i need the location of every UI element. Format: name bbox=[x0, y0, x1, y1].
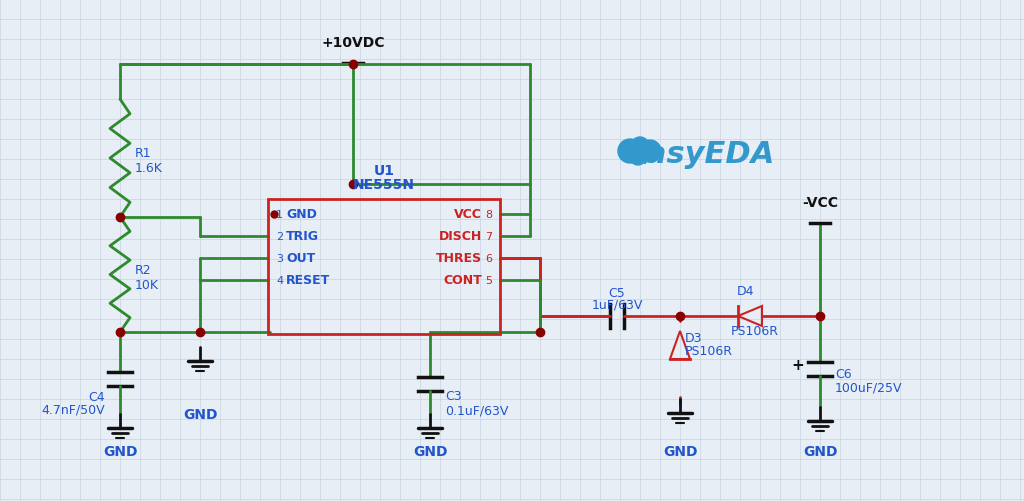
Text: +10VDC: +10VDC bbox=[322, 36, 385, 50]
Text: +: + bbox=[792, 358, 805, 373]
Text: 7: 7 bbox=[485, 231, 492, 241]
Text: GND: GND bbox=[663, 444, 697, 458]
Text: C5: C5 bbox=[608, 287, 626, 300]
Text: 4.7nF/50V: 4.7nF/50V bbox=[41, 403, 105, 416]
Circle shape bbox=[631, 138, 649, 156]
Text: GND: GND bbox=[803, 444, 838, 458]
Bar bbox=[268, 199, 500, 334]
Text: D3: D3 bbox=[685, 331, 702, 344]
Text: GND: GND bbox=[102, 444, 137, 458]
Circle shape bbox=[618, 140, 642, 164]
Text: EasyEDA: EasyEDA bbox=[626, 140, 775, 169]
Text: 4: 4 bbox=[276, 276, 283, 286]
Text: C6: C6 bbox=[835, 367, 852, 380]
Circle shape bbox=[630, 150, 646, 166]
Text: C4: C4 bbox=[88, 391, 105, 404]
Text: PS106R: PS106R bbox=[685, 344, 733, 357]
Circle shape bbox=[639, 141, 662, 163]
Text: 1: 1 bbox=[276, 209, 283, 219]
Text: 0.1uF/63V: 0.1uF/63V bbox=[445, 404, 508, 417]
Text: GND: GND bbox=[286, 208, 316, 221]
Text: C3: C3 bbox=[445, 390, 462, 403]
Text: -VCC: -VCC bbox=[802, 195, 838, 209]
Text: VCC: VCC bbox=[454, 208, 482, 221]
Text: 100uF/25V: 100uF/25V bbox=[835, 381, 902, 394]
Text: 1uF/63V: 1uF/63V bbox=[591, 299, 643, 312]
Text: OUT: OUT bbox=[286, 252, 315, 265]
Text: R2: R2 bbox=[135, 264, 152, 277]
Text: GND: GND bbox=[182, 407, 217, 421]
Text: THRES: THRES bbox=[436, 252, 482, 265]
Text: RESET: RESET bbox=[286, 274, 331, 287]
Text: TRIG: TRIG bbox=[286, 230, 319, 243]
Text: 3: 3 bbox=[276, 254, 283, 264]
Text: PS106R: PS106R bbox=[731, 324, 779, 337]
Text: 5: 5 bbox=[485, 276, 492, 286]
Text: 10K: 10K bbox=[135, 279, 159, 292]
Text: R1: R1 bbox=[135, 147, 152, 160]
Text: 2: 2 bbox=[276, 231, 283, 241]
Text: DISCH: DISCH bbox=[438, 230, 482, 243]
Text: 1.6K: 1.6K bbox=[135, 162, 163, 175]
Text: D4: D4 bbox=[736, 285, 754, 298]
Text: CONT: CONT bbox=[443, 274, 482, 287]
Text: 8: 8 bbox=[485, 209, 492, 219]
Text: GND: GND bbox=[413, 444, 447, 458]
Text: U1: U1 bbox=[374, 164, 394, 178]
Text: 6: 6 bbox=[485, 254, 492, 264]
Text: NE555N: NE555N bbox=[353, 178, 415, 191]
